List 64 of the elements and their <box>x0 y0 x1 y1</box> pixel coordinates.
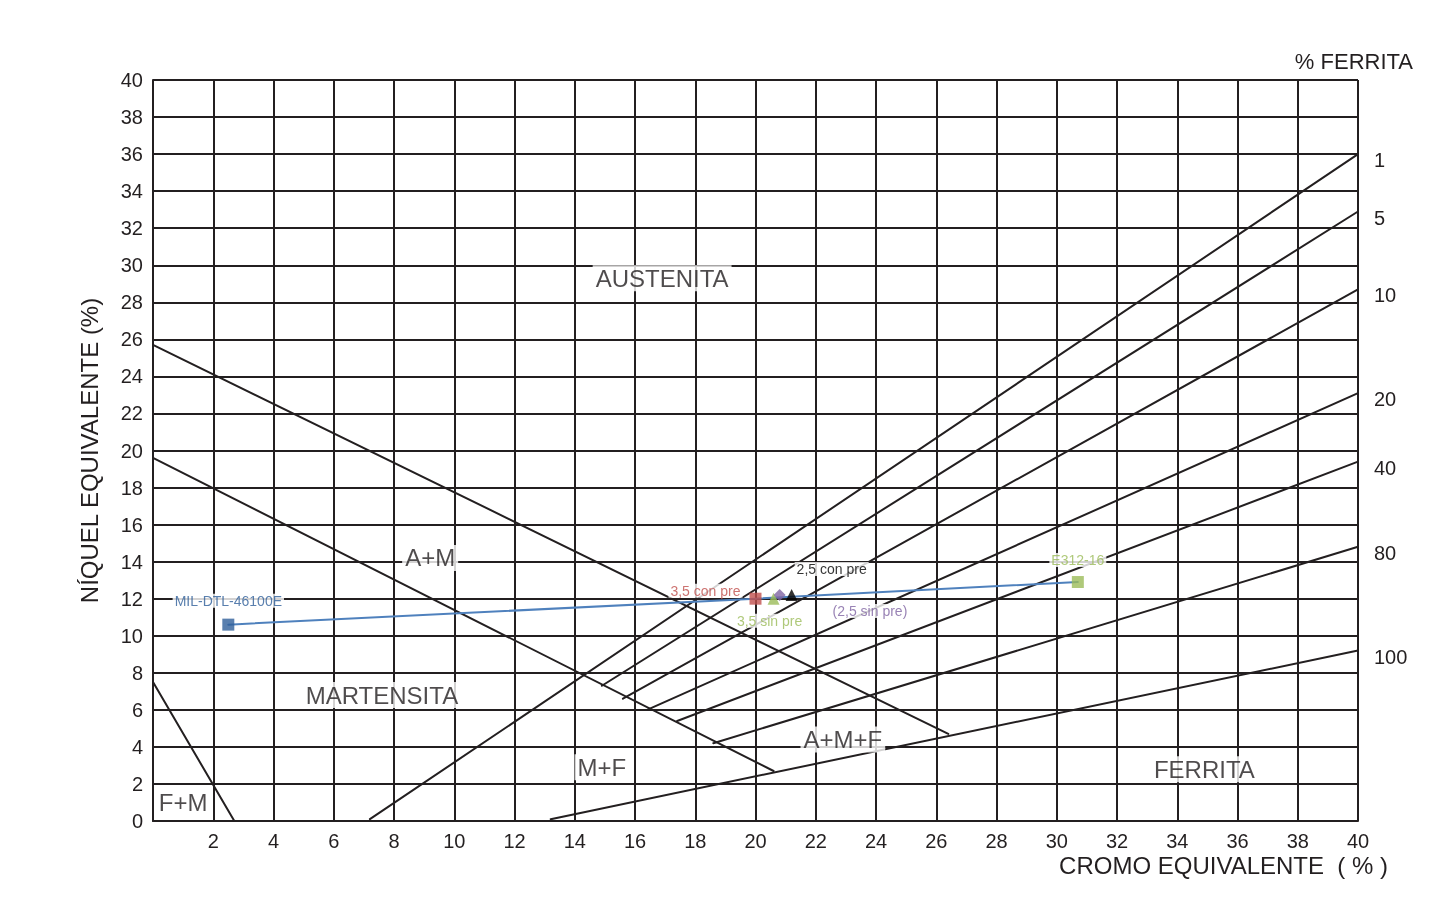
x-tick-label: 10 <box>443 830 466 852</box>
series-label: 10 <box>1374 284 1397 307</box>
x-tick-label: 26 <box>925 830 948 852</box>
y-tick-label: 12 <box>120 587 143 610</box>
x-tick-label: 14 <box>563 830 586 852</box>
y-tick-label: 20 <box>120 439 143 462</box>
series-label: 100 <box>1374 645 1408 668</box>
y-tick-label: 24 <box>120 365 143 388</box>
text: (2,5 sin pre) <box>832 602 908 619</box>
series-label: 80 <box>1374 541 1397 564</box>
x-tick-label: 32 <box>1105 830 1129 852</box>
series-label: 2,5 con pre <box>796 560 867 577</box>
x-tick-label: 16 <box>623 830 647 852</box>
series-label: 3,5 con pre <box>670 582 741 599</box>
x-tick-label: 36 <box>1226 830 1249 852</box>
series-label: E312-16 <box>1051 552 1105 569</box>
x-tick-label: 4 <box>267 830 280 852</box>
y-axis-title: NÍQUEL EQUIVALENTE (%) <box>75 297 103 604</box>
annotation: MARTENSITA <box>305 681 459 709</box>
x-tick-label: 24 <box>864 830 888 852</box>
y-tick-label: 28 <box>120 291 143 314</box>
y-tick-label: 26 <box>120 328 143 351</box>
x-tick-label: 30 <box>1045 830 1068 852</box>
annotation: AUSTENITA <box>595 264 729 292</box>
text: % FERRITA <box>1294 48 1414 74</box>
series-label: 5 <box>1374 206 1386 229</box>
series-label: 3,5 sin pre <box>736 612 803 629</box>
y-tick-label: 6 <box>131 698 143 721</box>
y-tick-label: 34 <box>120 180 143 203</box>
x-tick-label: 40 <box>1346 830 1370 852</box>
x-tick-label: 38 <box>1286 830 1309 852</box>
x-tick-label: 2 <box>207 830 219 852</box>
annotation: FERRITA <box>1153 755 1255 783</box>
annotation: A+M <box>405 544 456 572</box>
x-axis-title: CROMO EQUIVALENTE ( % ) <box>1059 851 1388 879</box>
annotation: F+M <box>158 788 208 816</box>
y-tick-label: 36 <box>120 143 143 166</box>
x-tick-label: 6 <box>328 830 340 852</box>
series-label: 40 <box>1374 456 1397 479</box>
x-tick-label: 34 <box>1166 830 1189 852</box>
y-tick-label: 16 <box>120 513 143 536</box>
x-tick-label: 28 <box>985 830 1008 852</box>
x-tick-label: 12 <box>503 830 526 852</box>
y-tick-label: 32 <box>120 217 143 240</box>
y-tick-label: 22 <box>120 402 143 425</box>
series-label: 1 <box>1374 149 1386 172</box>
y-tick-label: 2 <box>131 772 143 795</box>
annotation: A+M+F <box>803 725 883 753</box>
y-tick-label: 18 <box>120 476 143 499</box>
y-tick-label: 30 <box>120 254 143 277</box>
x-tick-label: 20 <box>744 830 767 852</box>
y-tick-label: 10 <box>120 624 143 647</box>
x-tick-label: 8 <box>388 830 400 852</box>
x-tick-label: 18 <box>684 830 707 852</box>
y-tick-label: 14 <box>120 550 143 573</box>
series-label: 20 <box>1374 388 1397 411</box>
y-tick-label: 4 <box>131 735 143 758</box>
y-tick-label: 8 <box>131 661 143 684</box>
y-tick-label: 0 <box>131 810 143 832</box>
y-tick-label: 40 <box>120 69 143 91</box>
y-tick-label: 38 <box>120 106 143 129</box>
series-label: MIL-DTL-46100E <box>174 592 283 609</box>
x-tick-label: 22 <box>804 830 827 852</box>
annotation: M+F <box>577 753 627 781</box>
